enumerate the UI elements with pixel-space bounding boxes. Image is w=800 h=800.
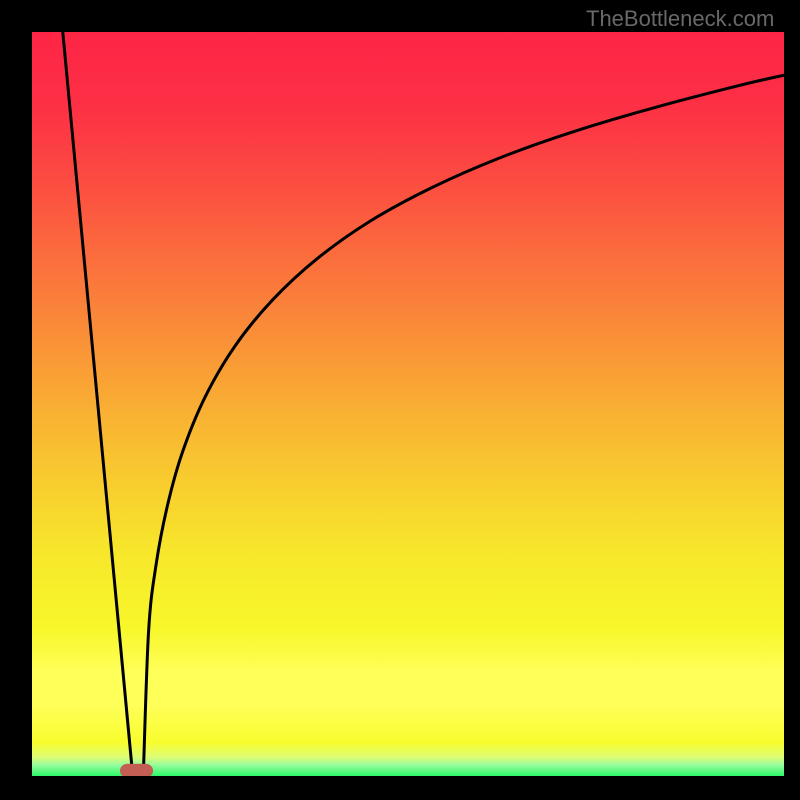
plot-area [32, 32, 784, 776]
watermark-text: TheBottleneck.com [586, 6, 774, 32]
bottleneck-marker [120, 764, 153, 776]
gradient-background [32, 32, 784, 776]
plot-svg [32, 32, 784, 776]
chart-container: TheBottleneck.com [0, 0, 800, 800]
